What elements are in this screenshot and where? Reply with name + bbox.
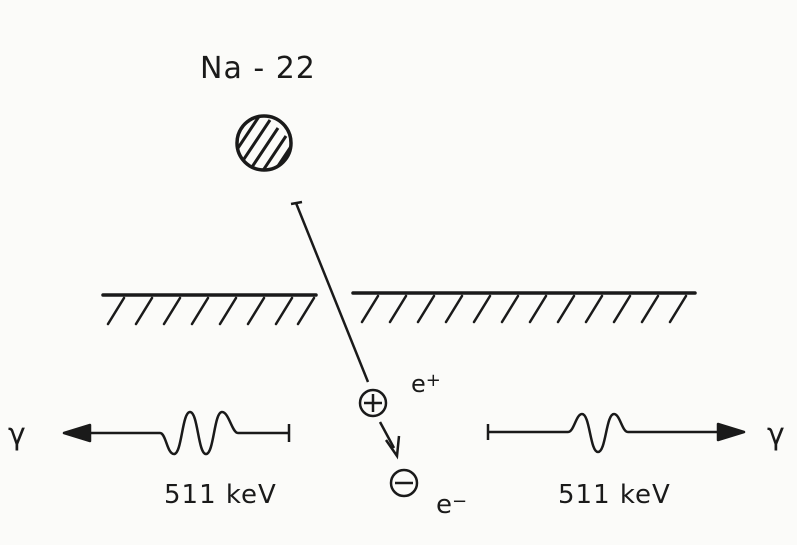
energy-right-label: 511 keV [558,480,671,510]
absorber-surface [101,291,697,326]
energy-left-label: 511 keV [164,480,277,510]
circled-plus-icon [358,388,388,418]
gamma-left-label: γ [8,417,26,452]
circled-minus-icon [389,468,419,498]
electron-charge: − [452,491,468,512]
gamma-right-label: γ [767,417,785,452]
positron-track [290,200,401,460]
positron-label: e+ [411,370,441,398]
photon-right [486,412,746,454]
hatched-circle-icon [235,114,293,172]
source-label: Na - 22 [200,51,316,86]
positron-charge: + [425,370,441,391]
positron-symbol: e [411,370,426,398]
electron-symbol: e [436,490,452,520]
electron-label: e− [436,492,467,518]
photon-left [62,410,291,456]
